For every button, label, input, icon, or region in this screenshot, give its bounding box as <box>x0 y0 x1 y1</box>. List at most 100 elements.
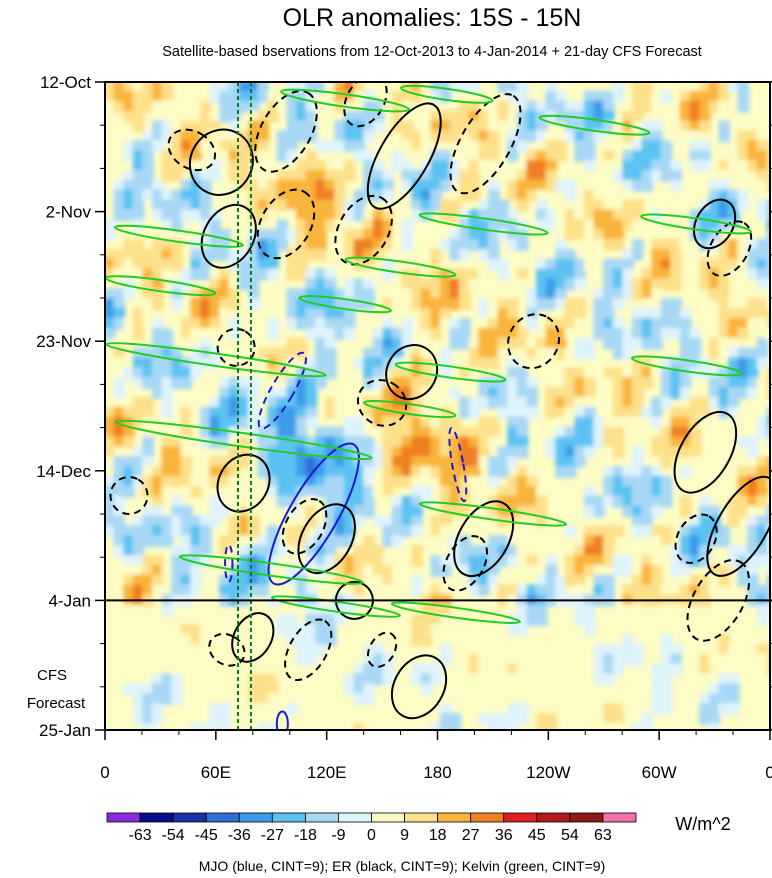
anomaly-cell <box>420 288 433 301</box>
anomaly-cell <box>680 347 692 360</box>
anomaly-cell <box>670 327 682 340</box>
anomaly-cell <box>296 82 308 93</box>
anomaly-cell <box>238 130 250 143</box>
anomaly-cell <box>632 327 644 340</box>
anomaly-cell <box>488 712 500 725</box>
anomaly-cell <box>209 703 222 715</box>
anomaly-cell <box>171 426 183 439</box>
anomaly-cell <box>276 100 289 113</box>
anomaly-cell <box>152 712 164 725</box>
anomaly-cell <box>190 317 202 330</box>
anomaly-cell <box>507 308 519 320</box>
anomaly-cell <box>200 466 212 478</box>
anomaly-cell <box>315 436 327 449</box>
colorbar-tick-label: 18 <box>429 827 447 844</box>
anomaly-cell <box>699 584 711 597</box>
anomaly-cell <box>459 337 471 350</box>
anomaly-cell <box>756 495 769 508</box>
anomaly-cell <box>728 377 740 390</box>
anomaly-cell <box>344 377 356 390</box>
anomaly-cell <box>747 377 759 390</box>
anomaly-cell <box>228 495 241 508</box>
anomaly-cell <box>574 554 586 567</box>
anomaly-cell <box>372 564 385 577</box>
anomaly-cell <box>536 258 548 271</box>
anomaly-cell <box>708 100 721 113</box>
anomaly-cell <box>718 367 730 380</box>
anomaly-cell <box>267 456 279 469</box>
anomaly-cell <box>459 554 471 567</box>
anomaly-cell <box>123 574 135 587</box>
anomaly-cell <box>363 495 375 508</box>
anomaly-cell <box>737 475 750 488</box>
anomaly-cell <box>699 653 711 666</box>
anomaly-cell <box>440 347 452 360</box>
anomaly-cell <box>248 703 260 715</box>
anomaly-cell <box>766 130 770 143</box>
anomaly-cell <box>344 683 356 696</box>
anomaly-cell <box>411 614 423 627</box>
anomaly-cell <box>516 179 529 192</box>
anomaly-cell <box>392 120 404 133</box>
anomaly-cell <box>123 288 135 301</box>
anomaly-cell <box>651 466 663 478</box>
anomaly-cell <box>286 525 298 538</box>
anomaly-cell <box>142 357 154 370</box>
anomaly-cell <box>766 229 770 241</box>
anomaly-cell <box>315 475 327 488</box>
anomaly-cell <box>516 554 529 567</box>
anomaly-cell <box>584 100 596 113</box>
anomaly-cell <box>257 693 270 706</box>
anomaly-cell <box>209 317 222 330</box>
anomaly-cell <box>708 693 721 706</box>
anomaly-cell <box>488 535 500 548</box>
anomaly-cell <box>228 120 241 133</box>
anomaly-cell <box>603 525 615 538</box>
anomaly-cell <box>680 308 692 320</box>
anomaly-cell <box>315 357 327 370</box>
anomaly-cell <box>401 426 414 439</box>
anomaly-cell <box>132 90 145 103</box>
anomaly-cell <box>401 377 414 390</box>
anomaly-cell <box>219 535 231 548</box>
anomaly-cell <box>123 525 135 538</box>
anomaly-cell <box>584 406 596 419</box>
anomaly-cell <box>152 100 164 113</box>
anomaly-cell <box>478 140 490 153</box>
anomaly-cell <box>680 406 692 419</box>
anomaly-cell <box>545 554 558 567</box>
anomaly-cell <box>190 475 202 488</box>
anomaly-cell <box>516 436 529 449</box>
anomaly-cell <box>334 140 346 153</box>
anomaly-cell <box>612 268 625 281</box>
anomaly-cell <box>516 159 529 172</box>
anomaly-cell <box>305 317 318 330</box>
anomaly-cell <box>430 90 442 103</box>
anomaly-cell <box>728 446 740 459</box>
anomaly-cell <box>305 446 318 459</box>
anomaly-cell <box>468 456 481 469</box>
anomaly-cell <box>209 169 222 182</box>
anomaly-cell <box>632 653 644 666</box>
anomaly-cell <box>132 248 145 261</box>
anomaly-cell <box>708 238 721 251</box>
anomaly-cell <box>248 387 260 399</box>
kelvin-contour <box>178 554 364 585</box>
anomaly-cell <box>305 643 318 656</box>
anomaly-cell <box>507 436 519 449</box>
anomaly-cell <box>756 515 769 528</box>
anomaly-cell <box>152 693 164 706</box>
anomaly-cell <box>392 456 404 469</box>
anomaly-cell <box>200 584 212 597</box>
anomaly-cell <box>353 110 366 123</box>
anomaly-cell <box>123 367 135 380</box>
anomaly-cell <box>267 416 279 429</box>
anomaly-cell <box>382 90 394 103</box>
anomaly-cell <box>142 150 154 162</box>
anomaly-cell <box>392 584 404 597</box>
anomaly-cell <box>641 377 654 390</box>
anomaly-cell <box>248 406 260 419</box>
anomaly-cell <box>449 545 462 557</box>
anomaly-cell <box>238 100 250 113</box>
anomaly-cell <box>756 169 769 182</box>
